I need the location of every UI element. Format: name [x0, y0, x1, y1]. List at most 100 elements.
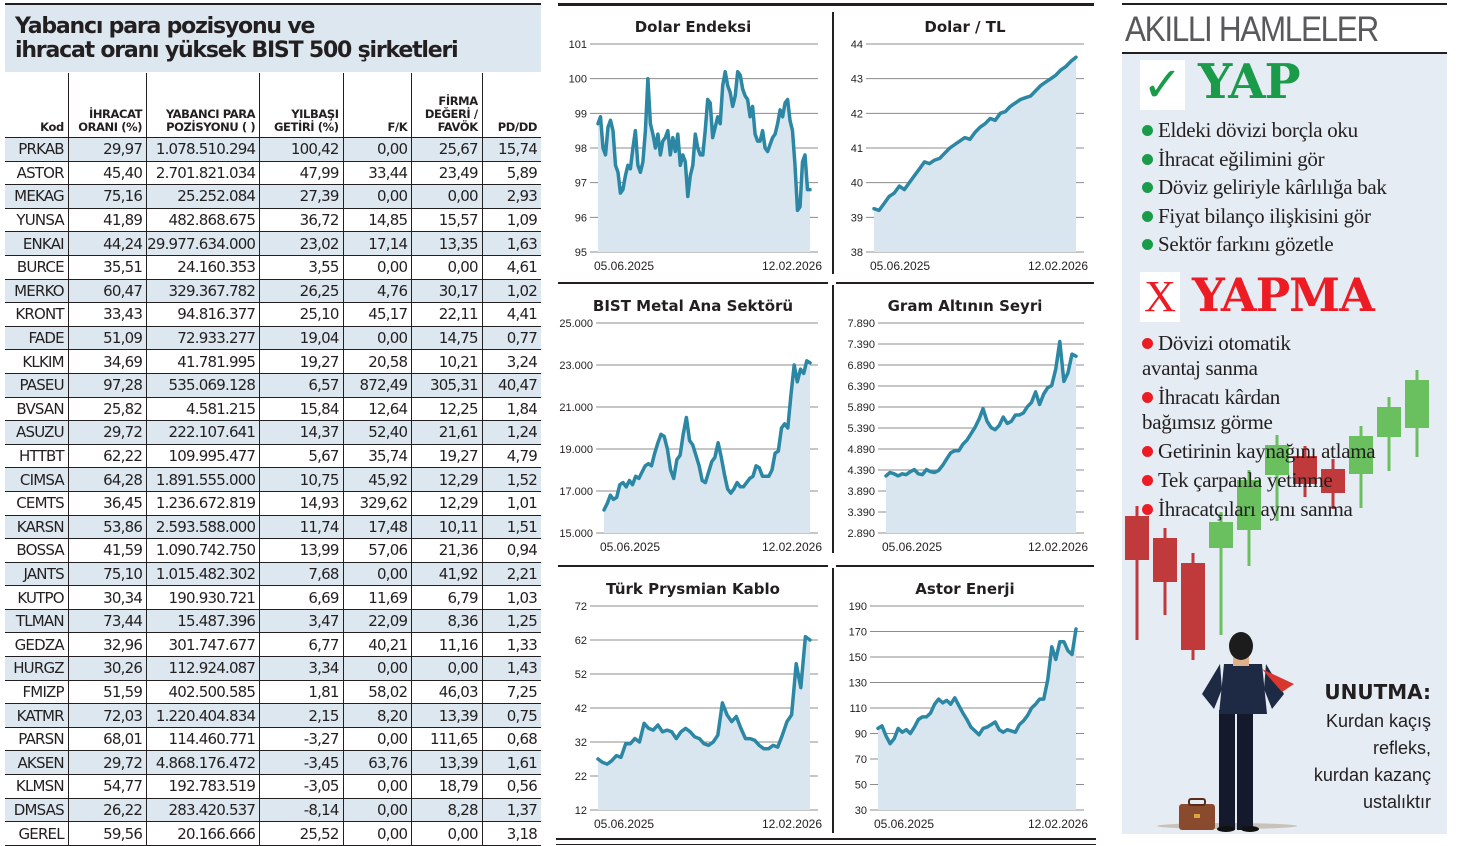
y-tick-label: 98	[575, 143, 587, 155]
value-cell: 40,47	[481, 372, 541, 398]
ticker-cell: HTTBT	[5, 443, 69, 468]
value-cell: 1,01	[481, 490, 541, 515]
do-item-text: Fiyat bilanço ilişkisini gör	[1158, 203, 1371, 228]
value-cell: 41,92	[411, 561, 483, 586]
y-tick-label: 72	[575, 601, 587, 613]
dont-item: Tek çarpanla yetinme	[1142, 468, 1333, 493]
do-item: İhracat eğilimini gör	[1142, 147, 1325, 172]
remember-text: Kurdan kaçış refleks, kurdan kazanç ustalık…	[1271, 708, 1431, 816]
value-cell: -3,45	[259, 750, 344, 775]
red-bullet-icon	[1142, 338, 1153, 349]
ticker-cell: HURGZ	[5, 656, 69, 681]
value-cell: 36,72	[259, 207, 344, 232]
table-body: PRKAB 29,97 1.078.510.294 100,42 0,00 25,67 15…	[5, 137, 541, 846]
value-cell: 6,57	[259, 372, 344, 398]
chart-row-divider	[558, 282, 828, 284]
table-row: FMIZP 51,59 402.500.585 1,81 58,02 46,03 7,25	[5, 679, 541, 704]
value-cell: 12,29	[411, 490, 483, 515]
chart-svg: Dolar / TL 38 39 40 41 42 43 44 05.06.2025 12.02.…	[851, 18, 1089, 273]
table-row: JANTS 75,10 1.015.482.302 7,68 0,00 41,92 2,21	[5, 561, 541, 586]
value-cell: 14,93	[259, 490, 344, 515]
value-cell: 23,02	[259, 231, 344, 256]
value-cell: 35,74	[342, 443, 412, 468]
value-cell: 14,37	[259, 420, 344, 445]
value-cell: 1,33	[481, 632, 541, 657]
value-cell: 872,49	[342, 372, 412, 398]
value-cell: 0,00	[411, 821, 483, 846]
value-cell: 13,35	[411, 231, 483, 256]
value-cell: 15,74	[481, 137, 541, 162]
red-bullet-icon	[1142, 475, 1153, 486]
value-cell: 41,89	[67, 207, 147, 232]
ticker-cell: KLMSN	[5, 774, 69, 799]
y-tick-label: 41	[851, 143, 863, 155]
dont-item-text: Dövizi otomatik	[1158, 331, 1291, 355]
table-header-row: Kod İHRACAT ORANI (%) YABANCI PARA POZİSYO…	[5, 73, 541, 138]
table-title-line2: ihracat oranı yüksek BIST 500 şirketleri	[15, 38, 459, 63]
chart-title: BIST Metal Ana Sektörü	[593, 297, 793, 315]
value-cell: 1,61	[481, 750, 541, 775]
y-tick-label: 90	[855, 729, 867, 741]
value-cell: 0,00	[342, 254, 412, 280]
table-row: KUTPO 30,34 190.930.721 6,69 11,69 6,79 1,03	[5, 585, 541, 610]
value-cell: 25.252.084	[146, 184, 260, 209]
value-cell: 20,58	[342, 349, 412, 374]
value-cell: 1,84	[481, 396, 541, 421]
value-cell: 59,56	[67, 821, 147, 846]
value-cell: 13,39	[411, 703, 483, 728]
y-tick-label: 99	[575, 108, 587, 120]
candle-up	[1265, 445, 1289, 475]
value-cell: 3,47	[259, 608, 344, 633]
value-cell: 68,01	[67, 726, 147, 751]
chart-title: Gram Altının Seyri	[888, 297, 1043, 315]
dont-item-text: İhracatı kârdan	[1158, 385, 1281, 409]
table-row: KARSN 53,86 2.593.588.000 11,74 17,48 10,11 1,…	[5, 514, 541, 539]
column-header: FİRMA DEĞERİ / FAVÖK	[411, 73, 483, 138]
value-cell: 29,72	[67, 420, 147, 445]
value-cell: 402.500.585	[146, 679, 260, 704]
table-row: KATMR 72,03 1.220.404.834 2,15 8,20 13,39 0,75	[5, 703, 541, 728]
dont-item-text: İhracatçıları aynı sanma	[1158, 497, 1353, 521]
dont-item: İhracatı kârdan bağımsız görme	[1142, 385, 1280, 435]
value-cell: 72,03	[67, 703, 147, 728]
series-line	[602, 359, 812, 512]
candle-down	[1125, 516, 1149, 560]
y-tick-label: 38	[851, 247, 863, 259]
value-cell: 15,84	[259, 396, 344, 421]
y-tick-label: 19.000	[559, 444, 593, 456]
area-fill	[878, 629, 1076, 810]
y-tick-label: 170	[849, 627, 867, 639]
ticker-cell: ASUZU	[5, 420, 69, 445]
dont-item: Dövizi otomatik avantaj sanma	[1142, 331, 1291, 381]
column-header: PD/DD	[481, 73, 541, 138]
smart-moves-panel	[1122, 54, 1447, 834]
value-cell: 6,77	[259, 632, 344, 657]
ticker-cell: KATMR	[5, 703, 69, 728]
dont-item-text: avantaj sanma	[1142, 356, 1258, 380]
ticker-cell: KLKIM	[5, 349, 69, 374]
value-cell: 1,43	[481, 656, 541, 681]
value-cell: 45,92	[342, 467, 412, 492]
dont-title: YAPMA	[1192, 268, 1375, 322]
table-title: Yabancı para pozisyonu ve ihracat oranı …	[15, 15, 459, 63]
column-header: YABANCI PARA POZİSYONU ( )	[146, 73, 260, 138]
value-cell: 109.995.477	[146, 443, 260, 468]
ticker-cell: MERKO	[5, 278, 69, 303]
value-cell: 100,42	[259, 137, 344, 162]
value-cell: 301.747.677	[146, 632, 260, 657]
value-cell: 97,28	[67, 372, 147, 398]
chart-gram-altin: Gram Altının Seyri 2.890 3.390 3.890 4.390 4.…	[836, 287, 1094, 559]
value-cell: 0,00	[342, 561, 412, 586]
value-cell: 22,11	[411, 302, 483, 327]
ticker-cell: JANTS	[5, 561, 69, 586]
table-row: GEREL 59,56 20.166.666 25,52 0,00 0,00 3,18	[5, 821, 541, 846]
red-bullet-icon	[1142, 446, 1153, 457]
x-start-label: 05.06.2025	[882, 540, 942, 554]
value-cell: 29.977.634.000	[146, 231, 260, 256]
do-item: Fiyat bilanço ilişkisini gör	[1142, 204, 1371, 229]
x-start-label: 05.06.2025	[594, 259, 654, 273]
y-tick-label: 12	[575, 805, 587, 817]
value-cell: 26,22	[67, 797, 147, 822]
value-cell: 14,85	[342, 207, 412, 232]
ticker-cell: PARSN	[5, 726, 69, 751]
